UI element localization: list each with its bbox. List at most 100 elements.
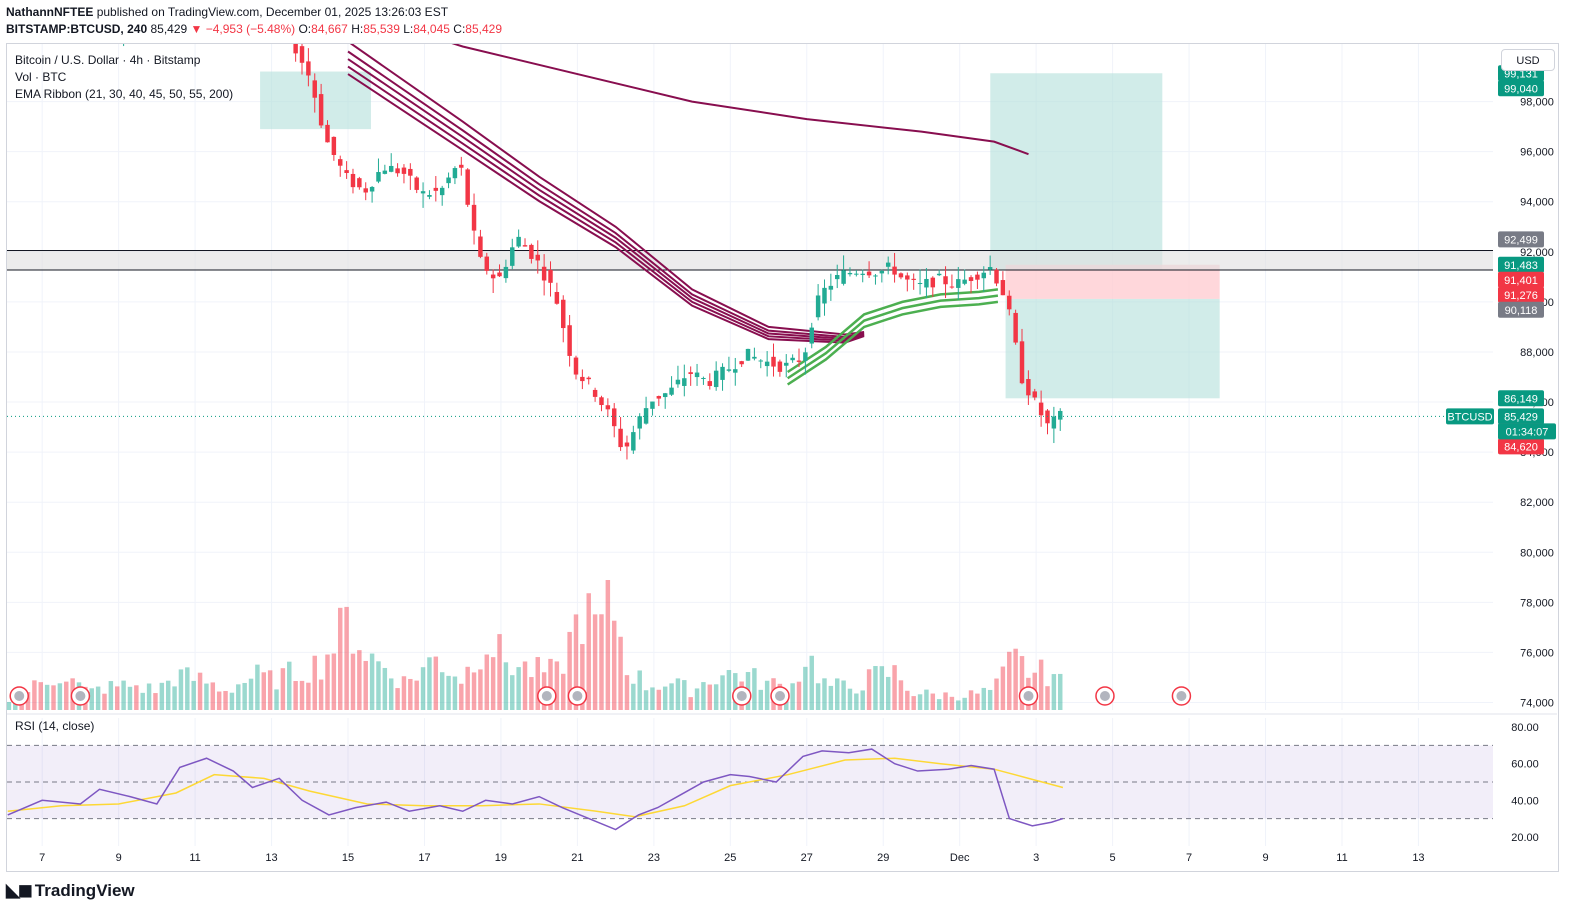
countdown-label: 01:34:07: [1506, 426, 1549, 438]
volume-bar: [688, 697, 693, 710]
volume-bar: [682, 680, 687, 710]
price-marker: 85,429: [1498, 408, 1544, 425]
time-axis-label: 9: [116, 852, 122, 864]
candle-body: [803, 352, 808, 361]
candle-body: [879, 270, 885, 274]
candle-body: [784, 362, 789, 366]
candle-body: [77, 22, 81, 27]
time-axis-label: 7: [1186, 852, 1192, 864]
economic-event-flag-icon: [770, 686, 790, 706]
candle-body: [274, 21, 278, 25]
candle-body: [631, 432, 636, 451]
candle-body: [936, 273, 942, 276]
candle-body: [414, 177, 419, 190]
economic-event-flag-icon: [9, 686, 29, 706]
volume-bar: [204, 683, 209, 710]
volume-bar: [318, 679, 324, 710]
price-axis-label: 82,000: [1520, 497, 1554, 509]
time-axis-label: 13: [265, 852, 277, 864]
candle-body: [382, 170, 388, 174]
rsi-axis-label: 20.00: [1511, 832, 1539, 844]
candle-body: [140, 25, 144, 28]
volume-bar: [293, 681, 298, 710]
candle-body: [325, 124, 330, 143]
time-axis-label: 23: [648, 852, 660, 864]
volume-bar: [713, 684, 719, 710]
volume-bar: [847, 688, 853, 710]
brand-text: TradingView: [34, 880, 135, 900]
candle-body: [19, 10, 23, 11]
volume-bar: [650, 687, 655, 710]
candle-body: [694, 372, 700, 378]
candle-body: [854, 273, 859, 275]
economic-event-flag-icon: [1095, 686, 1115, 706]
volume-bar: [924, 689, 929, 710]
candle-body: [39, 9, 43, 10]
volume-bar: [216, 691, 222, 710]
candle-body: [905, 275, 910, 280]
volume-bar: [44, 684, 50, 710]
candle-body: [204, 18, 208, 19]
rsi-line: [7, 748, 1064, 831]
volume-bar: [331, 653, 337, 710]
candle-body: [733, 369, 738, 373]
candle-body: [777, 361, 783, 372]
price-marker-label: 91,483: [1504, 260, 1538, 272]
high-value: 85,539: [363, 22, 400, 36]
volume-bar: [452, 676, 458, 710]
volume-bar: [1007, 651, 1012, 710]
economic-event-flag-icon: [732, 686, 752, 706]
candle-body: [554, 291, 560, 304]
legend-title[interactable]: Bitcoin / U.S. Dollar · 4h · Bitstamp: [15, 53, 201, 67]
volume-bar: [408, 678, 413, 710]
candle-body: [503, 266, 509, 279]
volume-bar: [7, 701, 12, 710]
candle-body: [471, 204, 477, 231]
candle-body: [809, 327, 814, 344]
volume-bar: [694, 688, 700, 710]
volume-bar: [968, 690, 974, 710]
candle-body: [433, 187, 439, 191]
economic-event-flag-icon: [1018, 686, 1039, 706]
time-axis-label: Dec: [950, 852, 970, 864]
volume-bar: [911, 696, 916, 710]
symbol-tag-label: BTCUSD: [1447, 411, 1492, 423]
currency-button[interactable]: USD: [1501, 49, 1555, 71]
candle-body: [1013, 312, 1018, 343]
volume-bar: [497, 634, 502, 710]
candle-body: [262, 22, 266, 24]
volume-bar: [573, 614, 579, 710]
volume-bar: [516, 667, 521, 710]
candle-body: [771, 356, 776, 367]
volume-bar: [631, 683, 636, 710]
volume-bar: [267, 670, 273, 710]
candle-body: [198, 10, 202, 19]
resistance-zone: [7, 250, 1493, 270]
volume-bar: [611, 620, 617, 710]
candle-body: [293, 44, 298, 54]
price-marker: 91,401: [1498, 271, 1544, 288]
candle-body: [401, 167, 407, 174]
candle-body: [618, 428, 623, 448]
candle-body: [796, 360, 802, 362]
price-marker: 86,149: [1498, 390, 1544, 407]
author-name[interactable]: NathannNFTEE: [6, 5, 94, 19]
volume-bar: [401, 676, 407, 710]
legend-ema[interactable]: EMA Ribbon (21, 30, 40, 45, 50, 55, 200): [15, 87, 234, 101]
volume-bar: [274, 689, 279, 710]
candle-body: [605, 405, 611, 410]
volume-bar: [223, 690, 228, 710]
volume-bar: [299, 680, 305, 710]
candle-body: [1045, 410, 1050, 424]
candle-body: [758, 360, 763, 362]
rsi-legend[interactable]: RSI (14, close): [15, 719, 95, 733]
legend-volume[interactable]: Vol · BTC: [15, 70, 67, 84]
rsi-ma-line: [7, 757, 1064, 818]
candle-body: [522, 245, 528, 247]
volume-bar: [338, 607, 343, 710]
candle-body: [109, 24, 113, 29]
tradingview-brand[interactable]: ◣◼ TradingView: [6, 880, 135, 901]
open-value: 84,667: [311, 22, 348, 36]
volume-bar: [306, 682, 311, 710]
